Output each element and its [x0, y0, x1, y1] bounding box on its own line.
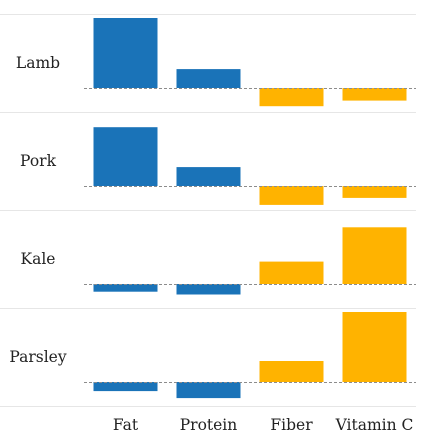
category-label: Fat — [113, 416, 139, 434]
row-label: Parsley — [9, 348, 66, 366]
bar-parsley-fiber — [259, 361, 324, 382]
bar-pork-fat — [93, 127, 158, 186]
x-axis: Fat Protein Fiber Vitamin C — [113, 416, 413, 434]
row-parsley: Parsley — [9, 312, 416, 399]
row-label: Pork — [20, 152, 57, 170]
bar-kale-protein — [176, 284, 241, 295]
row-pork: Pork — [20, 127, 416, 205]
category-label: Protein — [180, 416, 238, 434]
row-label: Kale — [21, 250, 56, 268]
bar-kale-fat — [93, 284, 158, 292]
row-kale: Kale — [21, 227, 416, 295]
bar-pork-vitamin-c — [342, 186, 407, 198]
bar-parsley-fat — [93, 382, 158, 392]
bar-kale-vitamin-c — [342, 227, 407, 284]
bar-pork-fiber — [259, 186, 324, 205]
category-label: Vitamin C — [335, 416, 414, 434]
row-label: Lamb — [16, 54, 60, 72]
category-label: Fiber — [270, 416, 313, 434]
bar-pork-protein — [176, 167, 241, 186]
bar-parsley-protein — [176, 382, 241, 399]
bar-lamb-fat — [93, 18, 158, 88]
bar-kale-fiber — [259, 261, 324, 284]
row-separators — [0, 14, 416, 407]
bar-parsley-vitamin-c — [342, 312, 407, 382]
bar-lamb-protein — [176, 69, 241, 88]
chart-rows: Lamb Pork Kale Parsley — [9, 18, 416, 399]
bar-lamb-vitamin-c — [342, 88, 407, 101]
row-lamb: Lamb — [16, 18, 416, 107]
bar-lamb-fiber — [259, 88, 324, 107]
